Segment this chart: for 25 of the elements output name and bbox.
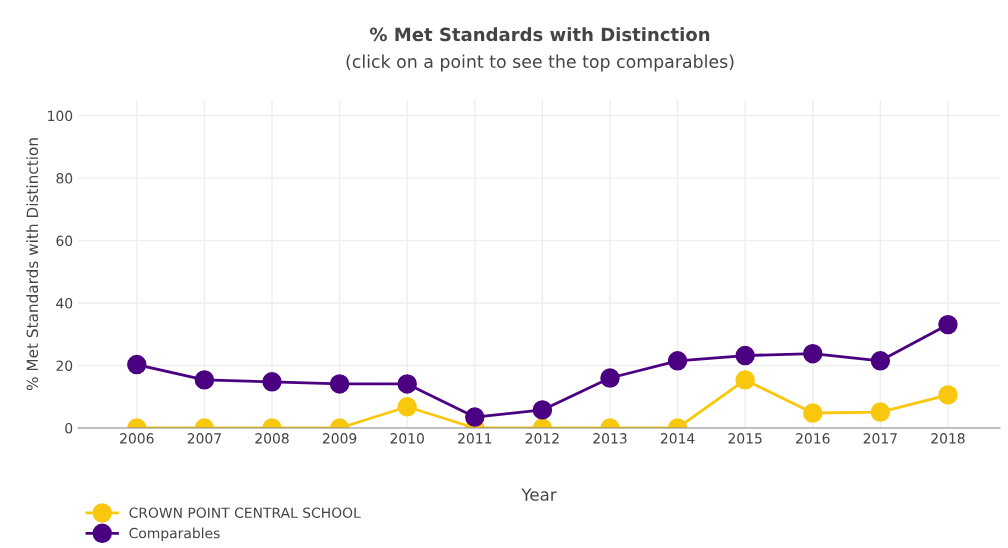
y-tick-label: 60 bbox=[56, 235, 73, 247]
y-axis-title: % Met Standards with Distinction bbox=[26, 138, 39, 391]
x-tick-label: 2006 bbox=[120, 433, 154, 444]
y-tick-label: 20 bbox=[56, 360, 73, 371]
x-tick-label: 2017 bbox=[863, 433, 897, 444]
y-tick-label: 40 bbox=[56, 298, 73, 309]
x-tick-label: 2016 bbox=[796, 433, 830, 444]
x-tick-label: 2008 bbox=[255, 433, 289, 444]
chart-subtitle: (click on a point to see the top comparables) bbox=[346, 54, 734, 72]
chart-title: % Met Standards with Distinction bbox=[370, 27, 710, 42]
legend-label: CROWN POINT CENTRAL SCHOOL bbox=[129, 507, 361, 518]
x-tick-label: 2013 bbox=[593, 433, 627, 444]
y-tick-label: 100 bbox=[48, 110, 73, 122]
y-tick-label: 80 bbox=[56, 173, 73, 184]
x-tick-label: 2009 bbox=[322, 433, 357, 444]
x-tick-label: 2014 bbox=[660, 433, 695, 444]
legend-label: Comparables bbox=[129, 527, 220, 542]
y-tick-label: 0 bbox=[65, 422, 73, 434]
x-tick-label: 2007 bbox=[187, 433, 221, 444]
x-tick-label: 2015 bbox=[728, 433, 762, 444]
x-axis-title: Year bbox=[521, 488, 557, 501]
x-tick-label: 2011 bbox=[458, 433, 492, 444]
x-tick-label: 2012 bbox=[525, 433, 559, 444]
x-tick-label: 2010 bbox=[390, 433, 424, 444]
x-tick-label: 2018 bbox=[931, 433, 965, 444]
